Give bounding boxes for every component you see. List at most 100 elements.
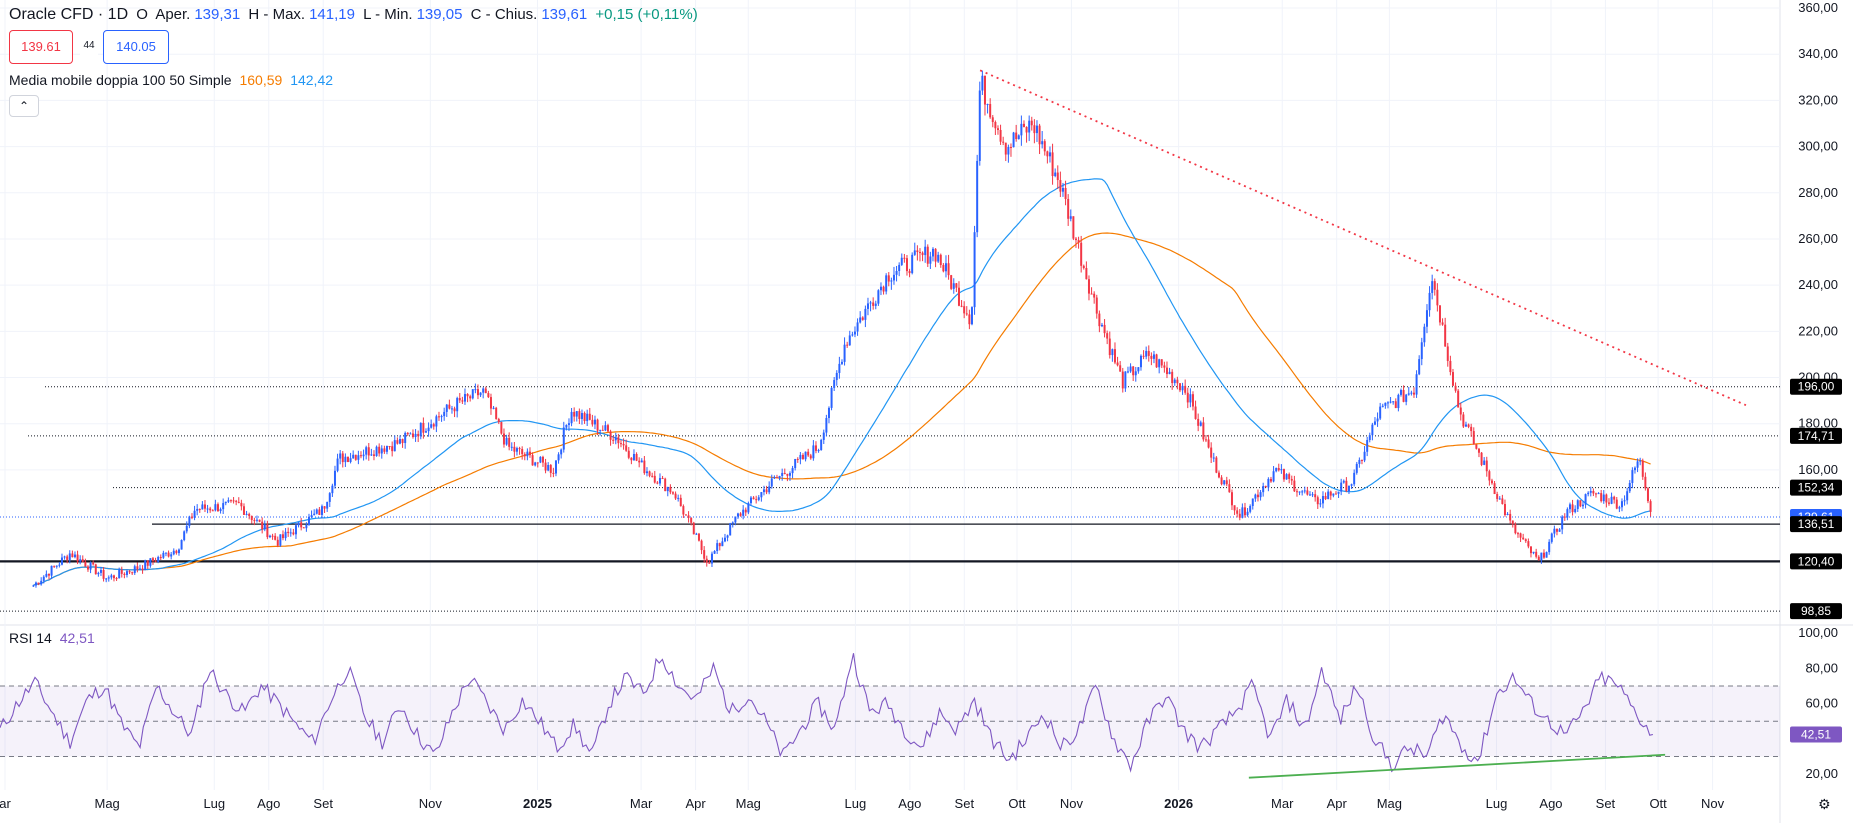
candle-body: [370, 454, 373, 456]
candle-body: [913, 250, 916, 255]
candle-body: [1399, 390, 1402, 395]
candle-body: [697, 533, 700, 541]
candle-body: [523, 454, 526, 457]
candle-body: [461, 400, 464, 402]
trendlines[interactable]: [979, 69, 1747, 407]
candle-body: [619, 443, 622, 445]
candle-body: [1194, 406, 1197, 419]
candle-body: [1553, 528, 1556, 534]
candle-body: [1100, 324, 1103, 327]
candle-body: [378, 446, 381, 454]
candle-body: [1212, 457, 1215, 459]
candle-body: [879, 286, 882, 291]
candle-body: [1496, 494, 1499, 499]
buy-button[interactable]: 140.05: [103, 30, 169, 64]
candle-body: [450, 408, 453, 410]
candle-body: [159, 557, 162, 559]
candle-body: [1043, 141, 1046, 152]
candle-body: [1402, 390, 1405, 402]
candle-body: [783, 472, 786, 474]
candle-body: [336, 458, 339, 471]
candle-body: [1529, 546, 1532, 554]
candle-body: [1431, 281, 1434, 293]
candle-body: [739, 513, 742, 516]
candle-body: [549, 464, 552, 473]
candle-body: [692, 522, 695, 535]
candle-body: [794, 458, 797, 469]
candle-body: [882, 286, 885, 292]
candle-body: [1472, 431, 1475, 445]
candle-body: [1056, 172, 1059, 181]
candle-body: [674, 493, 677, 499]
candle-body: [1620, 501, 1623, 508]
candle-body: [1298, 491, 1301, 493]
candle-body: [331, 485, 334, 494]
candle-body: [354, 454, 357, 460]
candle-body: [1592, 490, 1595, 494]
candle-body: [952, 283, 955, 289]
candle-body: [1548, 541, 1551, 553]
time-tick-label: Ago: [257, 796, 280, 811]
candle-body: [53, 565, 56, 567]
candle-body: [1470, 426, 1473, 432]
candle-body: [474, 389, 477, 391]
ma-legend[interactable]: Media mobile doppia 100 50 Simple 160,59…: [9, 72, 337, 88]
candle-body: [495, 407, 498, 420]
candle-body: [684, 514, 687, 516]
candle-body: [1126, 371, 1129, 373]
candle-body: [1449, 360, 1452, 373]
candle-body: [1405, 394, 1408, 402]
candle-body: [328, 493, 331, 502]
candle-body: [944, 263, 947, 272]
candle-body: [1132, 366, 1135, 376]
candle-body: [614, 437, 617, 441]
candle-body: [531, 455, 534, 466]
candle-body: [1532, 551, 1535, 554]
low-value: 139,05: [416, 6, 463, 23]
price-tick-label: 240,00: [1798, 277, 1838, 292]
candle-body: [45, 573, 48, 577]
candle-body: [1568, 504, 1571, 510]
sell-button[interactable]: 139.61: [9, 30, 73, 64]
candle-body: [851, 334, 854, 336]
candle-body: [1033, 125, 1036, 134]
gear-icon[interactable]: ⚙: [1818, 797, 1831, 813]
candle-body: [50, 565, 53, 576]
candle-body: [1030, 120, 1033, 126]
time-tick-label: Ago: [898, 796, 921, 811]
candle-body: [640, 460, 643, 463]
candle-body: [193, 510, 196, 518]
candle-body: [300, 522, 303, 528]
candle-body: [601, 429, 604, 431]
candle-body: [297, 522, 300, 526]
candle-body: [666, 486, 669, 492]
candle-body: [1064, 188, 1067, 199]
candle-body: [1571, 504, 1574, 513]
candle-body: [1197, 418, 1200, 426]
candle-body: [222, 503, 225, 510]
candle-body: [79, 559, 82, 562]
rsi-legend[interactable]: RSI 14 42,51: [9, 630, 99, 646]
candle-body: [1129, 366, 1132, 372]
candle-body: [58, 564, 61, 566]
candle-body: [1485, 460, 1488, 472]
candle-body: [916, 250, 919, 253]
candle-body: [1329, 491, 1332, 496]
candle-body: [580, 413, 583, 419]
candle-body: [822, 432, 825, 440]
candle-body: [1563, 516, 1566, 518]
candle-body: [942, 264, 945, 272]
candle-body: [287, 531, 290, 534]
candle-body: [973, 232, 976, 308]
candle-body: [591, 419, 594, 425]
candle-body: [908, 271, 911, 274]
candle-body: [1178, 383, 1181, 391]
candle-body: [513, 446, 516, 452]
chevron-up-icon[interactable]: ⌃: [9, 95, 39, 117]
candle-body: [749, 497, 752, 504]
candle-body: [905, 258, 908, 272]
candle-body: [565, 424, 568, 428]
candle-body: [765, 489, 768, 493]
candle-body: [1020, 123, 1023, 136]
